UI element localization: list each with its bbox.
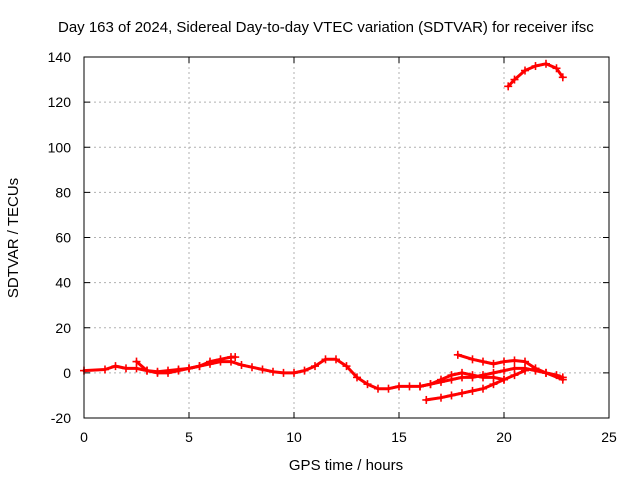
data-point <box>237 360 246 369</box>
series-track-d <box>456 353 565 382</box>
data-point <box>395 382 403 391</box>
x-tick-label: 15 <box>391 429 407 445</box>
data-point <box>437 393 445 402</box>
data-point <box>342 362 351 371</box>
data-point <box>510 371 519 380</box>
data-point <box>422 395 431 404</box>
data-point <box>479 384 487 393</box>
data-point <box>458 389 466 398</box>
data-point <box>510 75 519 84</box>
chart-title: Day 163 of 2024, Sidereal Day-to-day VTE… <box>58 19 594 36</box>
data-series <box>80 59 567 404</box>
axis-ticks: 0 5 10 15 20 25 -20 0 20 40 60 80 100 120 140 <box>48 49 617 445</box>
data-point <box>558 73 567 82</box>
data-point <box>521 357 529 366</box>
data-point <box>468 386 477 395</box>
data-point <box>174 366 183 375</box>
data-point <box>521 66 529 75</box>
data-point <box>500 366 508 375</box>
data-point <box>416 382 424 391</box>
y-tick-label: -20 <box>51 410 71 426</box>
data-point <box>363 380 372 389</box>
x-tick-label: 0 <box>80 429 88 445</box>
x-tick-label: 20 <box>496 429 512 445</box>
data-point <box>132 357 141 366</box>
x-tick-label: 5 <box>185 429 193 445</box>
data-point <box>531 62 540 71</box>
x-tick-label: 10 <box>286 429 302 445</box>
data-point <box>468 355 477 364</box>
data-point <box>405 382 414 391</box>
data-point <box>300 366 309 375</box>
data-point <box>437 375 445 384</box>
data-point <box>132 364 141 373</box>
data-point <box>122 364 130 373</box>
data-point <box>489 359 498 368</box>
y-tick-label: 100 <box>48 139 72 155</box>
y-tick-label: 60 <box>55 230 71 246</box>
data-point <box>479 373 487 382</box>
data-point <box>290 368 298 377</box>
data-point <box>353 373 361 382</box>
series-track-a <box>82 357 565 391</box>
data-point <box>500 357 508 366</box>
data-point <box>153 368 162 377</box>
data-point <box>521 366 529 375</box>
data-point <box>111 362 120 371</box>
data-point <box>504 82 513 91</box>
data-point <box>458 368 466 377</box>
y-axis-label: SDTVAR / TECUs <box>5 178 22 298</box>
series-track-e <box>424 369 527 402</box>
data-point <box>479 357 487 366</box>
data-point <box>143 366 151 375</box>
data-point <box>248 363 256 372</box>
x-axis-label: GPS time / hours <box>289 457 403 474</box>
data-point <box>552 64 561 73</box>
y-tick-label: 20 <box>55 320 71 336</box>
data-point <box>558 375 567 384</box>
data-point <box>384 384 393 393</box>
data-point <box>332 355 340 364</box>
data-point <box>510 356 519 365</box>
data-point <box>510 364 519 373</box>
data-point <box>447 371 456 380</box>
data-point <box>453 350 462 359</box>
data-point <box>468 371 477 380</box>
y-tick-label: 40 <box>55 275 71 291</box>
data-point <box>321 355 330 364</box>
data-point <box>258 365 267 374</box>
plot-frame <box>83 56 610 419</box>
y-tick-label: 120 <box>48 94 72 110</box>
data-point <box>185 364 193 373</box>
data-point <box>489 380 498 389</box>
data-point <box>101 365 109 374</box>
data-point <box>500 375 508 384</box>
data-point <box>195 362 204 371</box>
data-point <box>374 384 382 393</box>
data-point <box>231 353 240 362</box>
data-point <box>542 368 550 377</box>
data-point <box>279 368 288 377</box>
x-tick-label: 25 <box>601 429 617 445</box>
data-point <box>269 367 277 376</box>
y-tick-label: 140 <box>48 49 72 65</box>
data-point <box>489 373 498 382</box>
data-point <box>311 362 319 371</box>
data-point <box>216 355 225 364</box>
data-point <box>542 59 550 68</box>
data-point <box>164 368 172 377</box>
y-tick-label: 80 <box>55 184 71 200</box>
y-tick-label: 0 <box>63 365 71 381</box>
data-point <box>447 391 456 400</box>
data-point <box>426 380 435 389</box>
data-point <box>206 357 214 366</box>
data-point <box>531 364 540 373</box>
